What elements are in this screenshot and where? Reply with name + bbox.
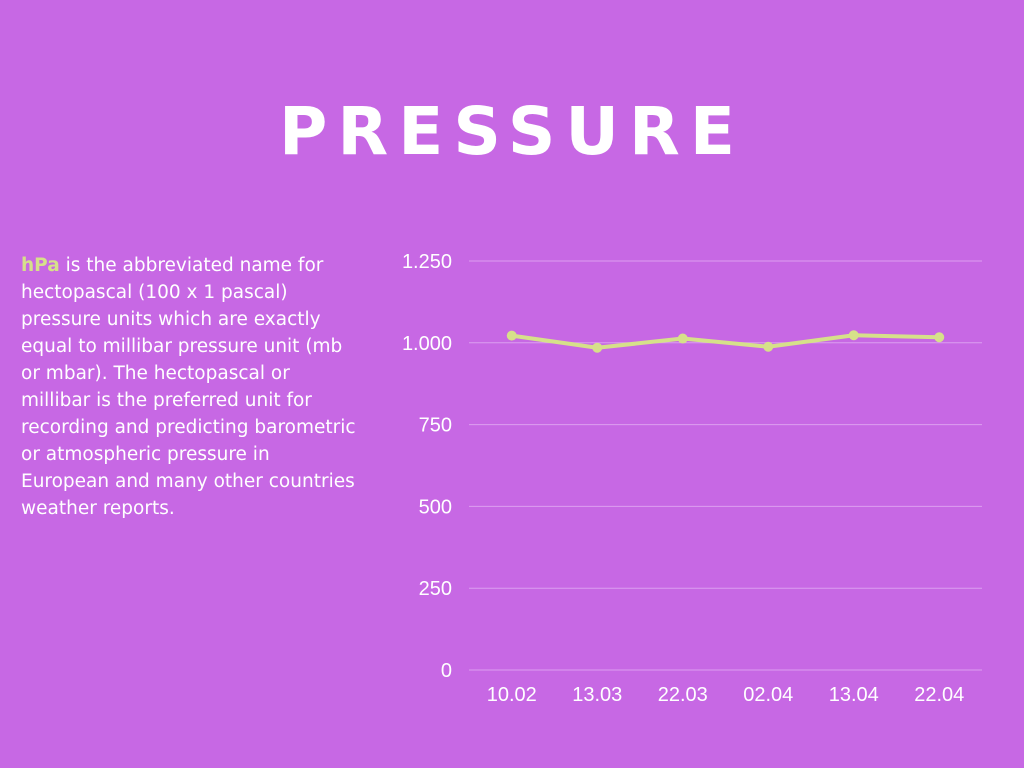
data-point — [677, 333, 688, 344]
description-text: hPa is the abbreviated name for hectopas… — [21, 252, 361, 522]
y-tick-label: 1.250 — [402, 251, 452, 273]
y-tick-label: 1.000 — [402, 333, 452, 355]
y-tick-label: 0 — [441, 660, 452, 682]
data-point — [763, 341, 774, 352]
y-tick-label: 250 — [419, 578, 452, 600]
hpa-highlight: hPa — [21, 255, 60, 276]
y-tick-label: 750 — [419, 415, 452, 437]
description-body: is the abbreviated name for hectopascal … — [21, 255, 356, 519]
x-tick-label: 02.04 — [743, 684, 793, 706]
x-tick-label: 22.03 — [658, 684, 708, 706]
y-tick-label: 500 — [419, 496, 452, 518]
series-line — [509, 333, 942, 350]
grid-layer — [469, 260, 982, 671]
x-axis: 10.02 13.03 22.03 02.04 13.04 22.04 — [487, 684, 965, 706]
x-tick-label: 13.03 — [572, 684, 622, 706]
series-layer — [506, 330, 945, 353]
x-tick-label: 22.04 — [914, 684, 964, 706]
data-point — [592, 342, 603, 353]
x-tick-label: 10.02 — [487, 684, 537, 706]
data-point — [934, 332, 945, 343]
data-point — [848, 330, 859, 341]
x-tick-label: 13.04 — [829, 684, 879, 706]
pressure-chart: 0 250 500 750 1.000 1.250 10.02 13.03 22.03 02.0… — [402, 251, 982, 706]
data-point — [506, 330, 517, 341]
page-title: PRESSURE — [279, 93, 745, 170]
y-axis: 0 250 500 750 1.000 1.250 — [402, 251, 452, 682]
